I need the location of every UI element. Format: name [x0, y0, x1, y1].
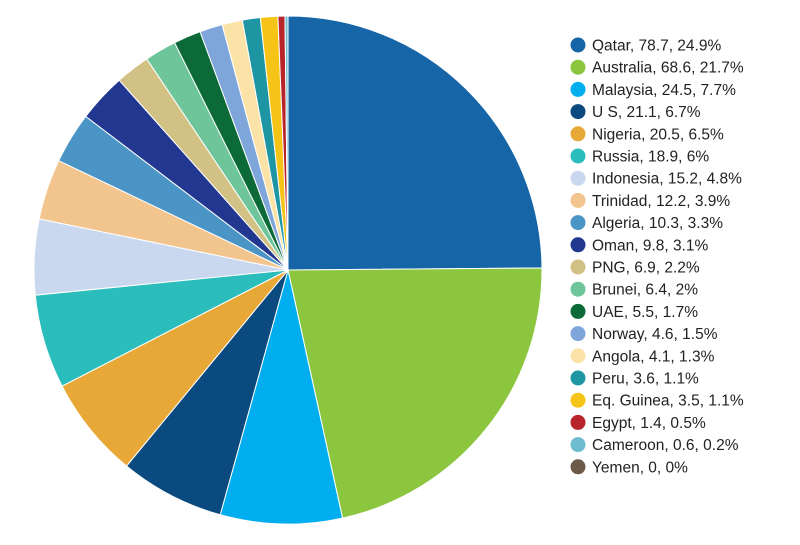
legend-item-malaysia: Malaysia, 24.5, 7.7%: [570, 81, 736, 99]
legend-item-norway: Norway, 4.6, 1.5%: [570, 326, 718, 343]
legend-label-u-s: U S, 21.1, 6.7%: [592, 104, 701, 121]
legend-swatch-norway: [570, 326, 586, 342]
legend-label-norway: Norway, 4.6, 1.5%: [592, 326, 718, 343]
legend-swatch-qatar: [570, 37, 586, 53]
legend-label-malaysia: Malaysia, 24.5, 7.7%: [592, 82, 736, 99]
legend-swatch-png: [570, 259, 586, 275]
legend-item-yemen: Yemen, 0, 0%: [570, 459, 688, 476]
legend-swatch-yemen: [570, 459, 586, 475]
legend-swatch-cameroon: [570, 437, 586, 453]
legend-item-peru: Peru, 3.6, 1.1%: [570, 370, 699, 388]
legend-item-egypt: Egypt, 1.4, 0.5%: [570, 414, 706, 432]
legend-label-uae: UAE, 5.5, 1.7%: [592, 304, 698, 321]
legend-item-brunei: Brunei, 6.4, 2%: [570, 281, 698, 299]
legend-label-oman: Oman, 9.8, 3.1%: [592, 237, 709, 254]
legend-swatch-eq-guinea: [570, 392, 586, 408]
legend-swatch-algeria: [570, 215, 586, 231]
legend-label-qatar: Qatar, 78.7, 24.9%: [592, 38, 721, 55]
legend-label-australia: Australia, 68.6, 21.7%: [592, 60, 744, 77]
legend-label-yemen: Yemen, 0, 0%: [592, 459, 688, 476]
legend-item-u-s: U S, 21.1, 6.7%: [570, 104, 701, 121]
legend-swatch-u-s: [570, 104, 586, 120]
legend-swatch-australia: [570, 59, 586, 75]
pie-slice-cameroon: [284, 15, 289, 271]
legend-item-indonesia: Indonesia, 15.2, 4.8%: [570, 170, 742, 188]
legend-swatch-malaysia: [570, 81, 586, 97]
legend-item-nigeria: Nigeria, 20.5, 6.5%: [570, 126, 724, 143]
legend-item-trinidad: Trinidad, 12.2, 3.9%: [570, 192, 730, 210]
legend-swatch-angola: [570, 348, 586, 364]
legend-swatch-oman: [570, 237, 586, 253]
legend-swatch-indonesia: [570, 170, 586, 186]
pie-slice-qatar: [287, 15, 543, 271]
legend-item-png: PNG, 6.9, 2.2%: [570, 259, 700, 277]
legend-label-brunei: Brunei, 6.4, 2%: [592, 282, 698, 299]
legend-item-angola: Angola, 4.1, 1.3%: [570, 348, 715, 365]
legend-item-australia: Australia, 68.6, 21.7%: [570, 59, 744, 77]
legend-label-cameroon: Cameroon, 0.6, 0.2%: [592, 437, 739, 454]
pie-slices: [33, 15, 543, 525]
legend-item-qatar: Qatar, 78.7, 24.9%: [570, 37, 721, 55]
legend-swatch-trinidad: [570, 192, 586, 208]
legend-item-uae: UAE, 5.5, 1.7%: [570, 303, 698, 321]
legend-item-cameroon: Cameroon, 0.6, 0.2%: [570, 437, 739, 454]
pie-slice-u-s: [125, 269, 289, 516]
legend-label-png: PNG, 6.9, 2.2%: [592, 260, 700, 277]
legend-swatch-nigeria: [570, 126, 586, 142]
legend-item-eq-guinea: Eq. Guinea, 3.5, 1.1%: [570, 392, 744, 410]
legend-label-eq-guinea: Eq. Guinea, 3.5, 1.1%: [592, 393, 744, 410]
legend-item-algeria: Algeria, 10.3, 3.3%: [570, 215, 723, 232]
legend-label-angola: Angola, 4.1, 1.3%: [592, 348, 715, 365]
legend-label-nigeria: Nigeria, 20.5, 6.5%: [592, 126, 724, 143]
legend-label-egypt: Egypt, 1.4, 0.5%: [592, 415, 706, 432]
legend-swatch-uae: [570, 303, 586, 319]
legend: Qatar, 78.7, 24.9% Australia, 68.6, 21.7%…: [570, 37, 744, 476]
legend-label-trinidad: Trinidad, 12.2, 3.9%: [592, 193, 730, 210]
legend-swatch-peru: [570, 370, 586, 386]
legend-swatch-russia: [570, 148, 586, 164]
legend-label-indonesia: Indonesia, 15.2, 4.8%: [592, 171, 742, 188]
legend-swatch-egypt: [570, 414, 586, 430]
legend-label-peru: Peru, 3.6, 1.1%: [592, 371, 699, 388]
pie-slice-australia: [287, 267, 543, 519]
pie-slice-malaysia: [219, 269, 344, 525]
legend-label-algeria: Algeria, 10.3, 3.3%: [592, 215, 723, 232]
legend-item-russia: Russia, 18.9, 6%: [570, 148, 709, 166]
legend-swatch-brunei: [570, 281, 586, 297]
legend-label-russia: Russia, 18.9, 6%: [592, 149, 709, 166]
legend-item-oman: Oman, 9.8, 3.1%: [570, 237, 709, 254]
